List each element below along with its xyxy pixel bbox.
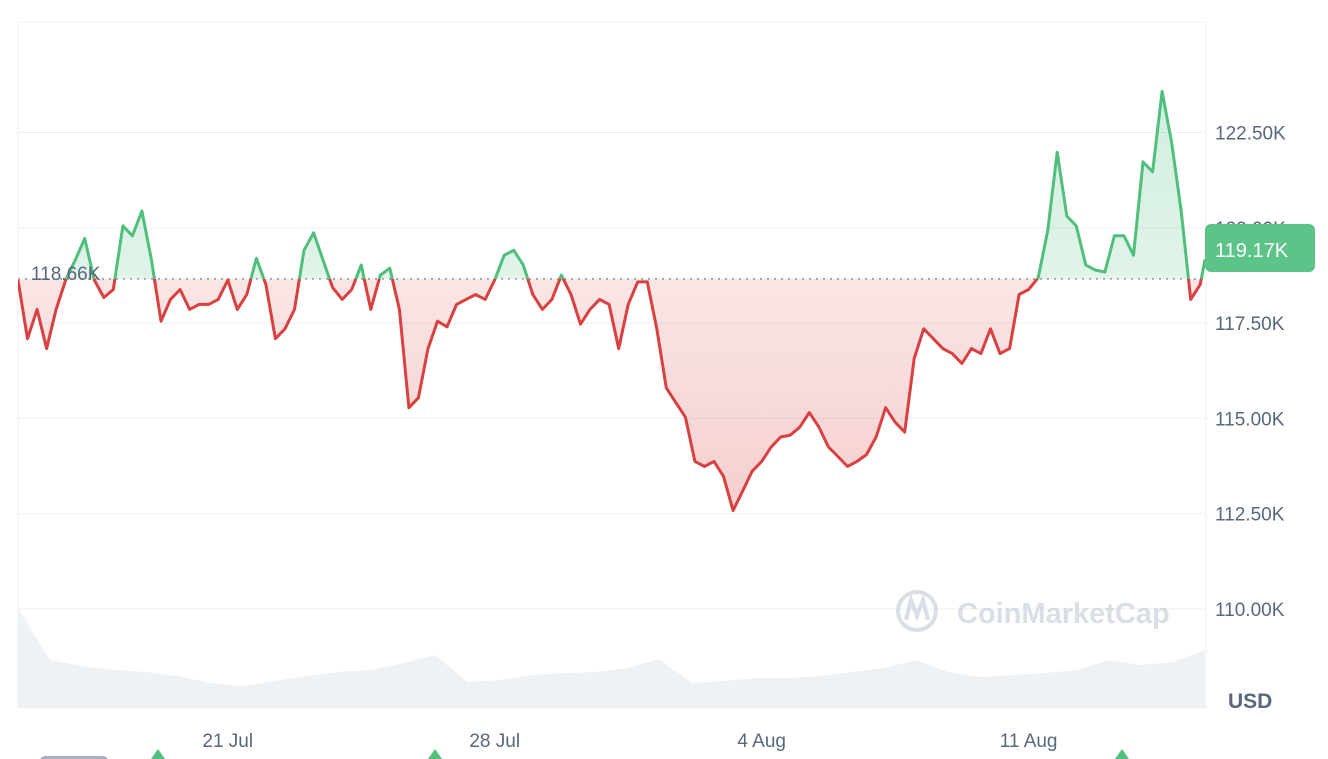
x-tick-label: 4 Aug xyxy=(737,731,786,752)
baseline-label: 118.66K xyxy=(31,264,101,285)
event-marker[interactable] xyxy=(151,749,165,759)
range-handle[interactable] xyxy=(40,756,108,759)
current-price-badge: 119.17K xyxy=(1205,224,1315,272)
volume-area-path xyxy=(18,608,1205,708)
currency-label: USD xyxy=(1228,690,1272,713)
y-tick-label: 112.50K xyxy=(1215,505,1285,526)
volume-area xyxy=(18,608,1205,708)
event-marker[interactable] xyxy=(428,749,442,759)
y-tick-label: 117.50K xyxy=(1215,314,1285,335)
y-tick-label: 122.50K xyxy=(1215,124,1286,145)
x-tick-label: 28 Jul xyxy=(469,731,520,752)
watermark-text: CoinMarketCap xyxy=(957,598,1170,630)
event-marker[interactable] xyxy=(1115,749,1129,759)
x-tick-label: 21 Jul xyxy=(202,731,253,752)
area-below-baseline xyxy=(18,278,1205,511)
y-tick-label: 110.00K xyxy=(1215,600,1285,621)
watermark: CoinMarketCap xyxy=(896,590,1170,632)
y-tick-label: 115.00K xyxy=(1215,409,1285,430)
event-markers xyxy=(40,749,1129,759)
x-tick-label: 11 Aug xyxy=(1000,731,1058,752)
current-price-label: 119.17K xyxy=(1215,240,1289,262)
grid xyxy=(18,132,1205,610)
price-line-down xyxy=(18,278,1203,513)
